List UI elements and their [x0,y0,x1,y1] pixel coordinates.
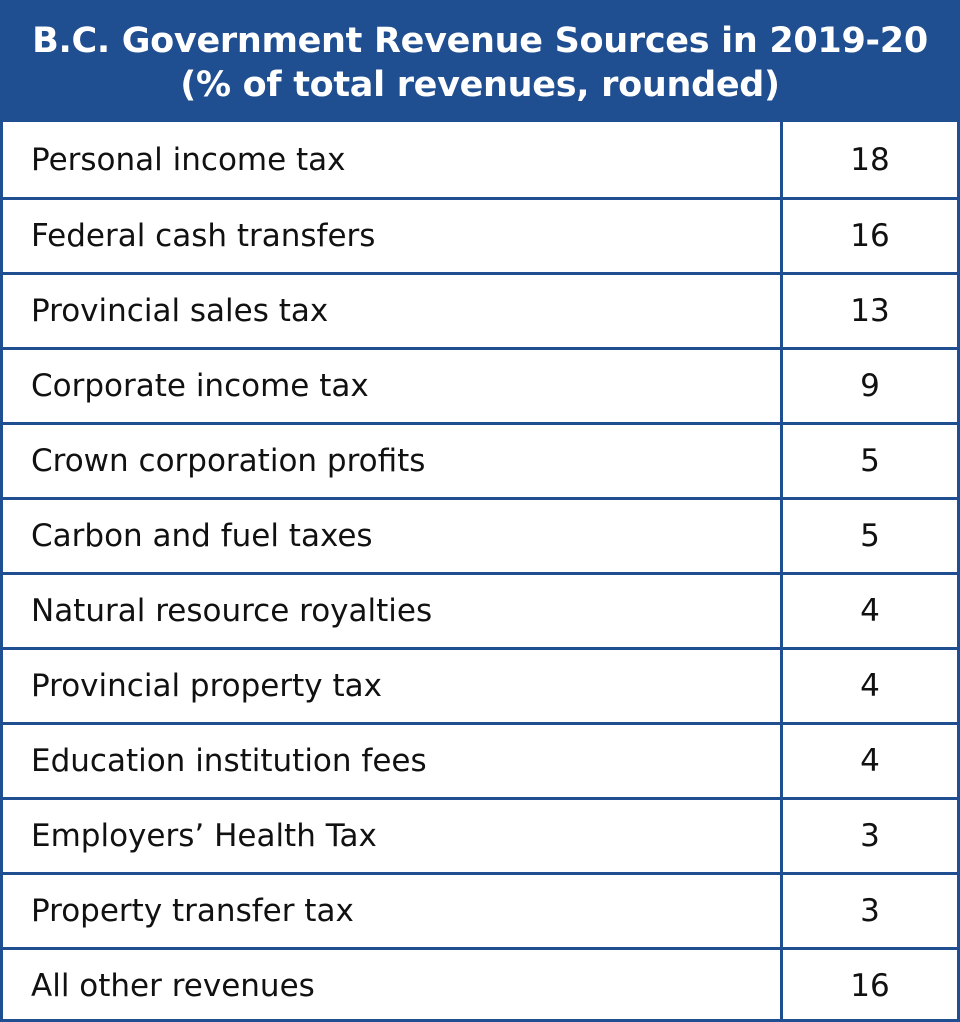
row-label: Personal income tax [3,122,783,197]
table-body: Personal income tax 18 Federal cash transf… [3,122,957,1022]
row-value: 5 [860,518,880,554]
row-label: All other revenues [3,950,783,1022]
table-row: All other revenues 16 [3,947,957,1022]
table-title: B.C. Government Revenue Sources in 2019-… [32,20,928,61]
row-value: 16 [850,968,890,1004]
row-value: 4 [860,668,880,704]
table-row: Provincial sales tax 13 [3,272,957,347]
row-value: 5 [860,443,880,479]
table-row: Natural resource royalties 4 [3,572,957,647]
row-label: Education institution fees [3,725,783,797]
row-label: Provincial sales tax [3,275,783,347]
table-header: B.C. Government Revenue Sources in 2019-… [3,3,957,122]
row-value: 4 [860,743,880,779]
row-label: Property transfer tax [3,875,783,947]
table-row: Federal cash transfers 16 [3,197,957,272]
row-value: 16 [850,218,890,254]
row-label: Natural resource royalties [3,575,783,647]
table-row: Carbon and fuel taxes 5 [3,497,957,572]
row-label: Provincial property tax [3,650,783,722]
row-value: 3 [860,818,880,854]
table-row: Employers’ Health Tax 3 [3,797,957,872]
row-value: 3 [860,893,880,929]
table-subtitle: (% of total revenues, rounded) [180,64,780,105]
row-label: Crown corporation profits [3,425,783,497]
row-value: 4 [860,593,880,629]
row-label: Federal cash transfers [3,200,783,272]
table-row: Property transfer tax 3 [3,872,957,947]
row-value: 9 [860,368,880,404]
row-label: Employers’ Health Tax [3,800,783,872]
row-label: Carbon and fuel taxes [3,500,783,572]
row-value: 18 [850,141,890,178]
table-row: Crown corporation profits 5 [3,422,957,497]
table-row: Personal income tax 18 [3,122,957,197]
table-row: Provincial property tax 4 [3,647,957,722]
table-row: Education institution fees 4 [3,722,957,797]
table-row: Corporate income tax 9 [3,347,957,422]
row-value: 13 [850,293,890,329]
row-label: Corporate income tax [3,350,783,422]
